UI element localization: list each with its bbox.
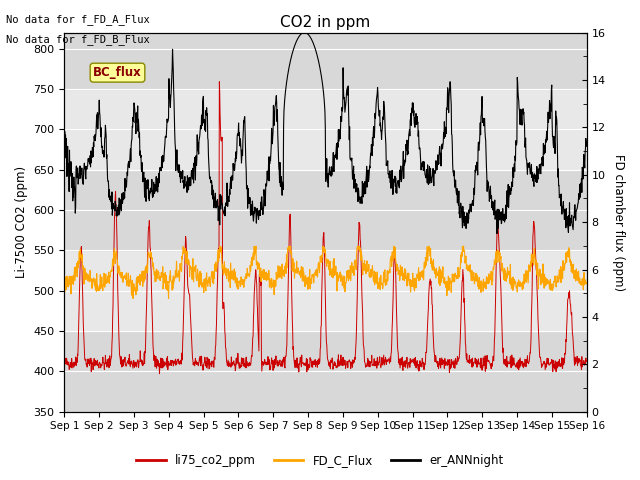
Y-axis label: Li-7500 CO2 (ppm): Li-7500 CO2 (ppm) xyxy=(15,166,28,278)
Text: No data for f_FD_A_Flux: No data for f_FD_A_Flux xyxy=(6,14,150,25)
Y-axis label: FD chamber flux (ppm): FD chamber flux (ppm) xyxy=(612,154,625,291)
Bar xyxy=(65,8,587,89)
Text: BC_flux: BC_flux xyxy=(93,66,142,79)
Bar xyxy=(65,251,587,331)
Bar xyxy=(65,170,587,251)
Title: CO2 in ppm: CO2 in ppm xyxy=(280,15,371,30)
Bar xyxy=(65,331,587,412)
Legend: li75_co2_ppm, FD_C_Flux, er_ANNnight: li75_co2_ppm, FD_C_Flux, er_ANNnight xyxy=(131,449,509,472)
Bar xyxy=(65,89,587,170)
Text: No data for f_FD_B_Flux: No data for f_FD_B_Flux xyxy=(6,34,150,45)
